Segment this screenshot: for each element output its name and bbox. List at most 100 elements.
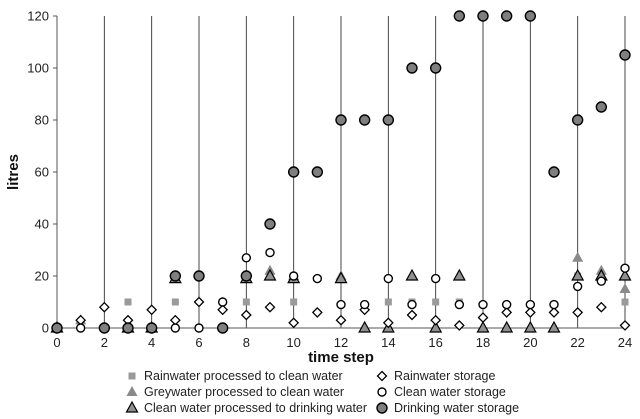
data-point xyxy=(242,298,250,306)
data-point xyxy=(478,299,488,310)
legend-item: Rainwater processed to clean water xyxy=(128,369,343,383)
data-point xyxy=(501,299,512,310)
data-point xyxy=(240,309,252,321)
legend-marker xyxy=(128,372,136,380)
y-tick-label: 40 xyxy=(35,217,49,232)
data-point xyxy=(169,270,182,282)
data-point xyxy=(406,62,418,74)
legend-item: Clean water storage xyxy=(377,385,506,399)
data-point xyxy=(454,299,465,310)
y-tick-label: 100 xyxy=(27,61,49,76)
data-point xyxy=(194,323,204,333)
x-tick-label: 14 xyxy=(381,335,395,350)
data-point xyxy=(170,323,181,333)
data-point xyxy=(572,281,583,292)
data-point xyxy=(548,166,560,178)
legend-item: Rainwater storage xyxy=(376,369,495,383)
legend-item: Clean water processed to drinking water xyxy=(125,400,367,415)
data-point xyxy=(336,299,346,310)
x-tick-label: 4 xyxy=(148,335,155,350)
data-point xyxy=(264,301,276,313)
y-tick-label: 120 xyxy=(27,9,49,24)
data-point xyxy=(311,166,324,178)
data-point xyxy=(453,319,465,331)
legend-label: Rainwater processed to clean water xyxy=(144,369,343,383)
x-tick-label: 6 xyxy=(195,335,202,350)
legend-item: Greywater processed to clean water xyxy=(126,385,344,399)
data-point xyxy=(382,114,395,126)
legend-label: Clean water processed to drinking water xyxy=(144,401,367,415)
data-point xyxy=(453,10,466,22)
y-axis-title: litres xyxy=(5,154,22,190)
data-point xyxy=(547,320,561,333)
data-point xyxy=(312,273,323,284)
data-point xyxy=(477,10,489,22)
data-point xyxy=(193,270,205,282)
data-point xyxy=(98,301,110,313)
data-point xyxy=(595,101,608,113)
data-point xyxy=(146,304,158,316)
data-point xyxy=(358,114,371,126)
legend-label: Rainwater storage xyxy=(394,369,495,383)
data-point xyxy=(75,323,86,333)
data-point xyxy=(51,322,63,334)
data-point xyxy=(334,271,348,284)
data-point xyxy=(430,273,441,284)
data-point xyxy=(405,268,419,281)
data-point xyxy=(335,114,347,126)
data-point xyxy=(501,306,513,318)
x-tick-label: 20 xyxy=(523,335,537,350)
data-point xyxy=(619,319,631,331)
x-tick-label: 16 xyxy=(428,335,442,350)
x-tick-label: 8 xyxy=(243,335,250,350)
data-point xyxy=(429,320,443,333)
data-point xyxy=(452,268,466,281)
legend-marker xyxy=(376,370,388,382)
data-point xyxy=(430,314,442,326)
data-point xyxy=(217,297,228,307)
legend-item: Drinking water storage xyxy=(376,401,519,415)
data-point xyxy=(193,296,205,308)
data-point xyxy=(124,298,132,306)
data-point xyxy=(382,317,394,329)
x-tick-label: 0 xyxy=(53,335,60,350)
data-point xyxy=(477,312,489,324)
data-point xyxy=(311,306,323,318)
data-point xyxy=(476,320,490,333)
data-point xyxy=(571,268,585,281)
data-point xyxy=(500,10,513,22)
legend-label: Drinking water storage xyxy=(394,401,519,415)
data-point xyxy=(288,317,300,329)
data-point xyxy=(98,322,111,334)
data-point xyxy=(264,218,276,230)
data-point xyxy=(407,299,417,310)
data-point xyxy=(171,298,179,306)
data-point xyxy=(358,320,372,333)
series-4 xyxy=(75,296,631,331)
data-point xyxy=(406,309,418,321)
x-tick-label: 24 xyxy=(618,335,632,350)
data-point xyxy=(359,299,370,310)
data-point xyxy=(620,263,630,273)
x-tick-label: 12 xyxy=(334,335,348,350)
data-point xyxy=(572,251,584,262)
data-point xyxy=(525,299,536,310)
data-point xyxy=(548,306,560,318)
data-point xyxy=(383,273,394,284)
data-point xyxy=(265,247,275,258)
data-point xyxy=(619,49,631,61)
x-tick-label: 2 xyxy=(101,335,108,350)
data-point xyxy=(500,320,514,333)
data-point xyxy=(618,268,632,281)
legend-marker xyxy=(126,386,138,396)
data-point xyxy=(216,322,229,334)
data-point xyxy=(619,283,631,293)
data-point xyxy=(288,271,299,281)
legend-marker xyxy=(125,400,139,413)
series-2 xyxy=(75,251,631,325)
x-tick-label: 18 xyxy=(476,335,490,350)
data-point xyxy=(263,268,277,281)
grid xyxy=(103,16,626,328)
legend-marker xyxy=(377,387,387,397)
